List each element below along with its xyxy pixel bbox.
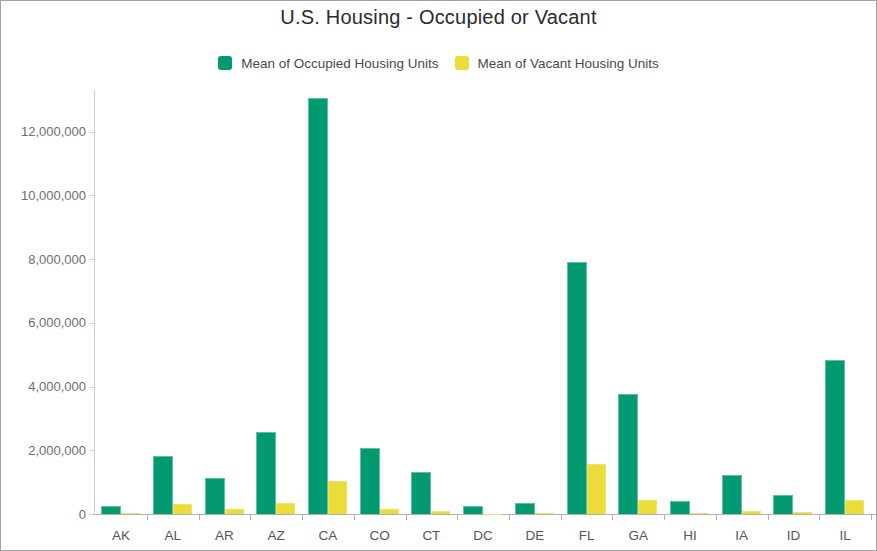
x-axis-tick [354, 515, 355, 520]
bar-occupied-DC[interactable] [463, 506, 483, 514]
bar-occupied-CA[interactable] [308, 98, 328, 515]
bar-vacant-FL[interactable] [587, 464, 606, 515]
bar-occupied-AL[interactable] [153, 456, 173, 515]
chart-canvas: U.S. Housing - Occupied or Vacant Mean o… [0, 0, 877, 551]
y-axis-tick-label: 2,000,000 [1, 443, 86, 458]
x-axis-label-ID: ID [773, 528, 813, 543]
x-axis-tick [819, 515, 820, 520]
x-axis-label-AK: AK [101, 528, 141, 543]
x-axis-tick [509, 515, 510, 520]
y-axis-line [94, 90, 95, 515]
bar-vacant-HI[interactable] [690, 513, 709, 515]
x-axis-tick [147, 515, 148, 520]
bar-vacant-AL[interactable] [173, 504, 192, 515]
bar-vacant-AZ[interactable] [276, 503, 295, 515]
bar-occupied-IL[interactable] [825, 360, 845, 515]
bar-occupied-AK[interactable] [101, 506, 121, 514]
y-axis-tick-label: 10,000,000 [1, 188, 86, 203]
bar-vacant-AR[interactable] [225, 509, 244, 515]
bar-occupied-CT[interactable] [411, 472, 431, 514]
x-axis-tick [664, 515, 665, 520]
x-axis-label-DE: DE [515, 528, 555, 543]
x-axis-label-FL: FL [567, 528, 607, 543]
bar-vacant-DC[interactable] [483, 514, 502, 515]
bar-occupied-HI[interactable] [670, 501, 690, 515]
x-axis-label-AR: AR [205, 528, 245, 543]
x-axis-label-DC: DC [463, 528, 503, 543]
x-axis-label-AZ: AZ [256, 528, 296, 543]
bar-vacant-CT[interactable] [431, 511, 450, 514]
y-axis-tick [89, 450, 94, 451]
bar-occupied-GA[interactable] [618, 394, 638, 515]
y-axis-tick-label: 4,000,000 [1, 379, 86, 394]
x-axis-tick [302, 515, 303, 520]
x-axis-label-CA: CA [308, 528, 348, 543]
bar-vacant-ID[interactable] [793, 512, 812, 514]
bar-occupied-DE[interactable] [515, 503, 535, 514]
bar-vacant-IL[interactable] [845, 500, 864, 515]
x-axis-tick [871, 515, 872, 520]
bar-vacant-GA[interactable] [638, 500, 657, 515]
x-axis-label-CT: CT [411, 528, 451, 543]
y-axis-tick [89, 132, 94, 133]
x-axis-label-IA: IA [722, 528, 762, 543]
y-axis-tick [89, 259, 94, 260]
x-axis-tick [716, 515, 717, 520]
bar-occupied-IA[interactable] [722, 475, 742, 515]
bar-occupied-CO[interactable] [360, 448, 380, 515]
bar-vacant-CA[interactable] [328, 481, 347, 515]
y-axis-tick-label: 8,000,000 [1, 252, 86, 267]
bar-occupied-AZ[interactable] [256, 432, 276, 514]
y-axis-tick-label: 0 [1, 507, 86, 522]
x-axis-tick [768, 515, 769, 520]
y-axis-tick [89, 195, 94, 196]
bar-vacant-DE[interactable] [535, 513, 554, 515]
bar-vacant-AK[interactable] [121, 513, 140, 515]
x-axis-label-HI: HI [670, 528, 710, 543]
x-axis-tick [612, 515, 613, 520]
x-axis-tick [406, 515, 407, 520]
x-axis-label-CO: CO [360, 528, 400, 543]
x-axis-tick [561, 515, 562, 520]
x-axis-tick [457, 515, 458, 520]
bar-occupied-AR[interactable] [205, 478, 225, 515]
x-axis-tick [199, 515, 200, 520]
x-axis-label-GA: GA [618, 528, 658, 543]
x-axis-label-AL: AL [153, 528, 193, 543]
x-axis-label-IL: IL [825, 528, 865, 543]
bar-vacant-CO[interactable] [380, 509, 399, 515]
y-axis-tick-label: 12,000,000 [1, 124, 86, 139]
bar-occupied-FL[interactable] [567, 262, 587, 514]
bar-occupied-ID[interactable] [773, 495, 793, 515]
y-axis-tick-label: 6,000,000 [1, 315, 86, 330]
x-axis-tick [250, 515, 251, 520]
y-axis-tick [89, 387, 94, 388]
bar-vacant-IA[interactable] [742, 511, 761, 514]
plot-area: 0 2,000,000 4,000,000 6,000,000 8,000,000 10,… [1, 1, 876, 550]
y-axis-tick [89, 323, 94, 324]
